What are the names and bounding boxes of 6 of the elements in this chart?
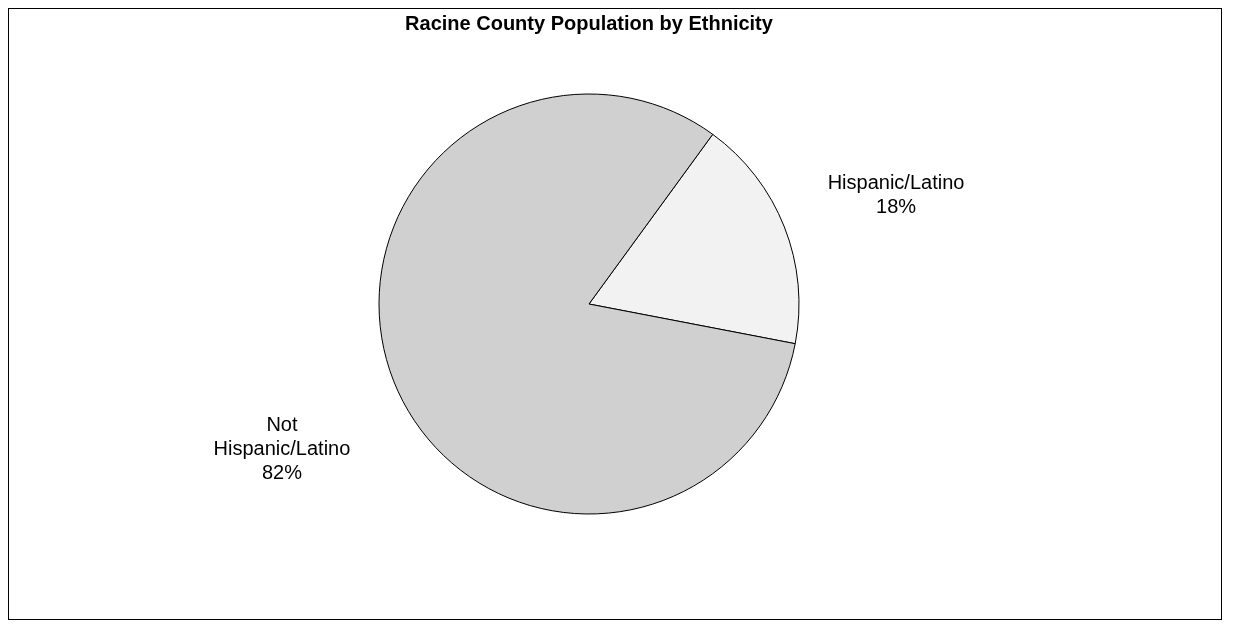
slice-label: Hispanic/Latino xyxy=(827,171,965,194)
pie-slice xyxy=(378,93,796,515)
slice-label: Not Hispanic/Latino xyxy=(213,412,351,459)
data-label: 18% xyxy=(876,195,917,218)
data-label: 82% xyxy=(261,460,303,483)
chart-title: Racine County Population by Ethnicity xyxy=(405,12,774,34)
